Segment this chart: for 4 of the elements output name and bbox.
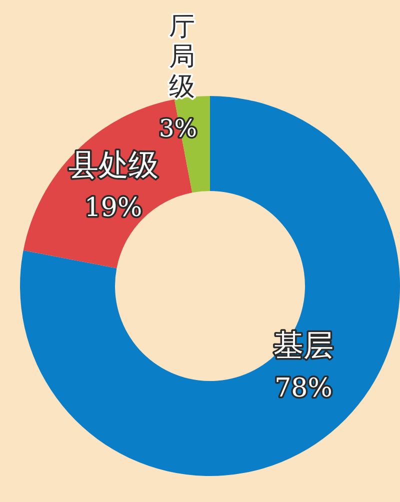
slice-label: 厅局级 xyxy=(169,12,196,102)
data-label: 78% xyxy=(274,373,332,404)
data-label: 19% xyxy=(84,193,142,224)
slice-label: 县处级 xyxy=(68,148,158,184)
